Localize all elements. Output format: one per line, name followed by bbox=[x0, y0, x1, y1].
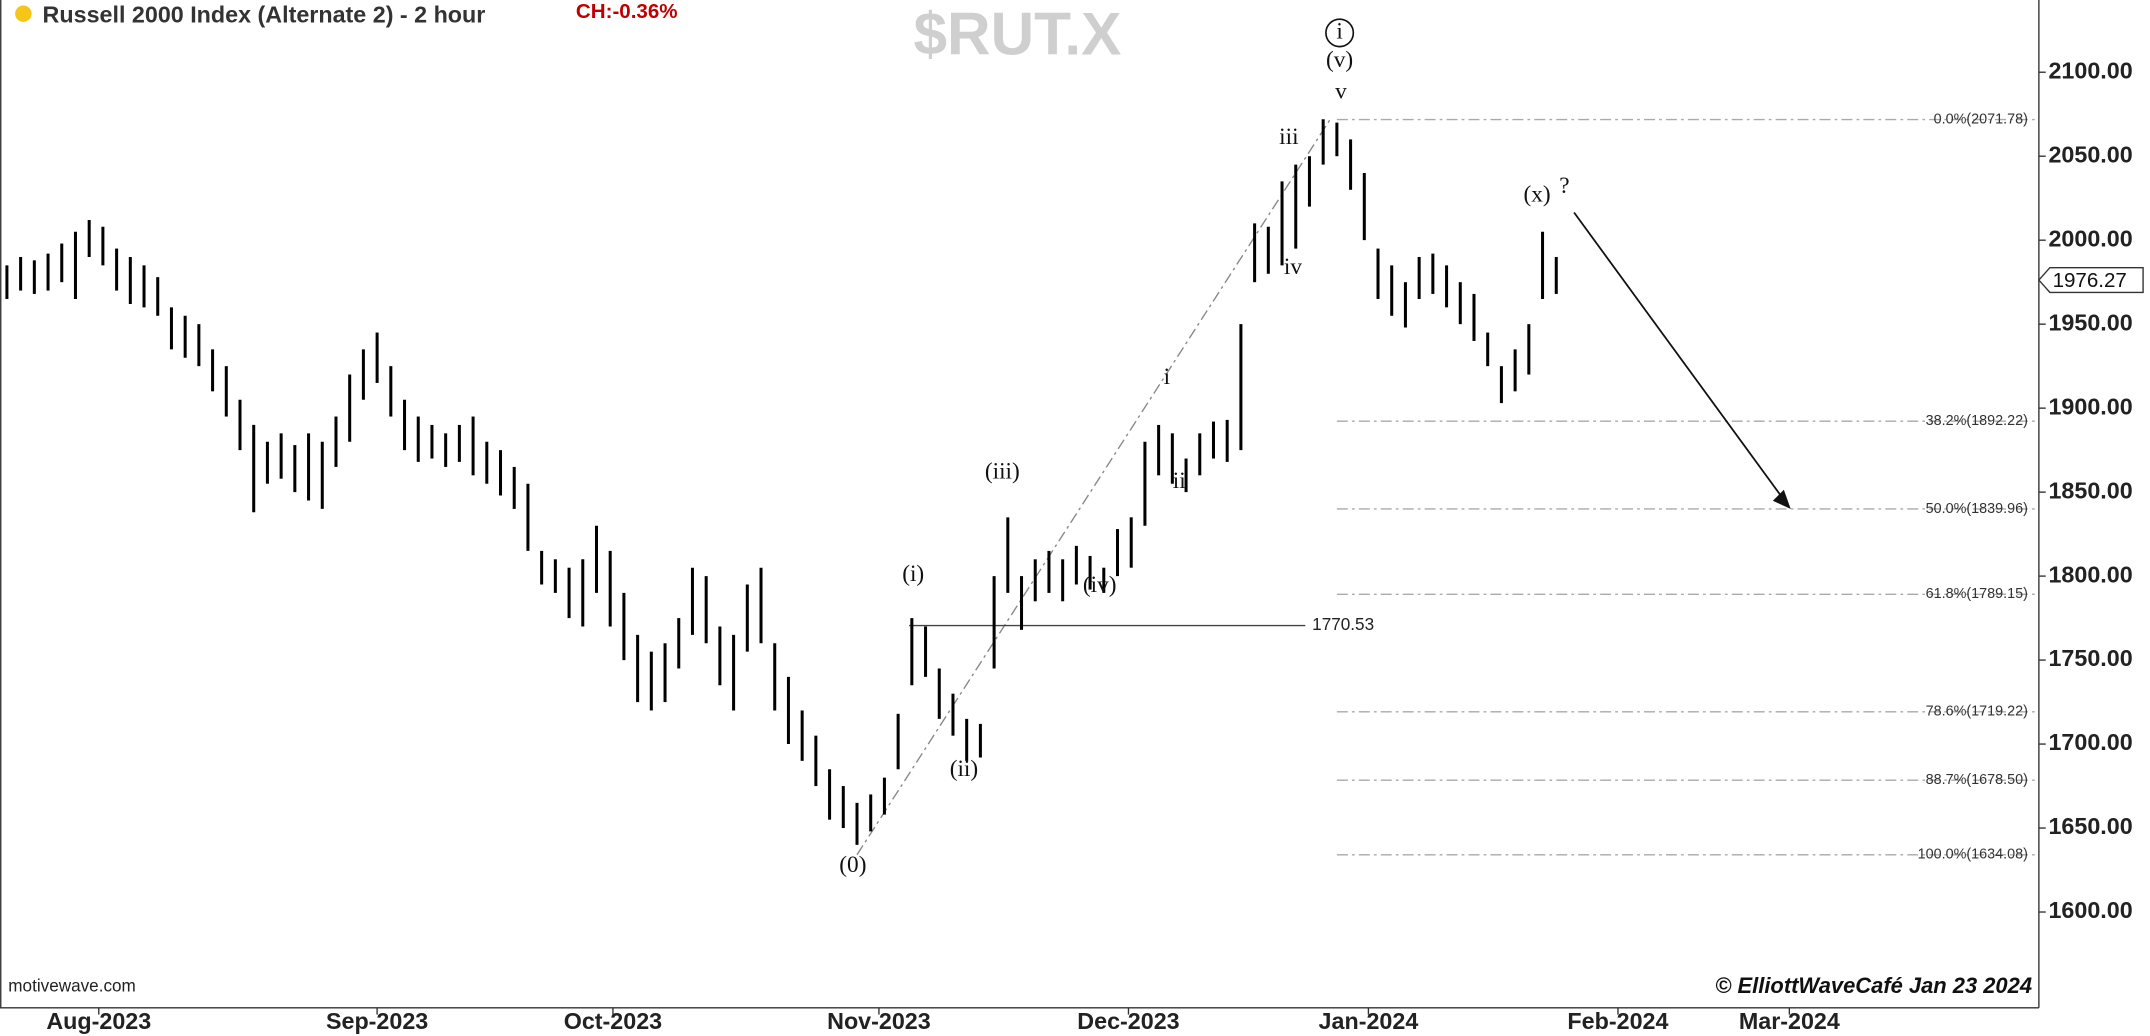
projection-arrow bbox=[1573, 211, 1788, 505]
x-tick-label: Sep-2023 bbox=[326, 1008, 428, 1034]
y-tick-label: 1750.00 bbox=[2048, 645, 2132, 671]
fib-label: 100.0%(1634.08) bbox=[1918, 847, 2028, 863]
y-tick-label: 2000.00 bbox=[2048, 225, 2132, 251]
wave-label: (v) bbox=[1326, 47, 1353, 73]
x-tick-label: Oct-2023 bbox=[564, 1008, 662, 1034]
fib-label: 0.0%(2071.78) bbox=[1934, 111, 2028, 127]
wave-label: (ii) bbox=[950, 756, 978, 782]
reference-label: 1770.53 bbox=[1312, 614, 1374, 634]
wave-label: (x) bbox=[1523, 181, 1550, 207]
wave-label: iii bbox=[1279, 124, 1299, 150]
y-tick-label: 1650.00 bbox=[2048, 813, 2132, 839]
wave-label: ii bbox=[1173, 468, 1186, 494]
y-tick-label: 1850.00 bbox=[2048, 477, 2132, 503]
wave-label: i bbox=[1336, 18, 1343, 44]
wave-label: iv bbox=[1284, 254, 1302, 280]
watermark: $RUT.X bbox=[914, 0, 1122, 67]
x-tick-label: Nov-2023 bbox=[827, 1008, 931, 1034]
x-tick-label: Aug-2023 bbox=[46, 1008, 151, 1034]
y-tick-label: 2100.00 bbox=[2048, 57, 2132, 83]
y-tick-label: 1600.00 bbox=[2048, 897, 2132, 923]
y-tick-label: 1700.00 bbox=[2048, 729, 2132, 755]
source: motivewave.com bbox=[8, 976, 136, 996]
status-dot bbox=[15, 5, 32, 22]
wave-label: i bbox=[1164, 364, 1171, 390]
wave-label: (iii) bbox=[985, 458, 1020, 484]
fib-label: 61.8%(1789.15) bbox=[1926, 586, 2028, 602]
x-tick-label: Mar-2024 bbox=[1739, 1008, 1840, 1034]
y-tick-label: 2050.00 bbox=[2048, 141, 2132, 167]
y-tick-label: 1800.00 bbox=[2048, 561, 2132, 587]
copyright: © ElliottWaveCafé Jan 23 2024 bbox=[1715, 973, 2032, 998]
wave-label: ? bbox=[1559, 173, 1569, 199]
wave-label: (0) bbox=[839, 852, 866, 878]
wave-label: (i) bbox=[902, 561, 924, 587]
x-tick-label: Dec-2023 bbox=[1077, 1008, 1179, 1034]
y-tick-label: 1900.00 bbox=[2048, 393, 2132, 419]
wave-label: (iv) bbox=[1083, 572, 1117, 598]
y-tick-label: 1950.00 bbox=[2048, 309, 2132, 335]
fib-label: 88.7%(1678.50) bbox=[1926, 772, 2028, 788]
fib-label: 50.0%(1839.96) bbox=[1926, 501, 2028, 517]
wave-label: v bbox=[1335, 79, 1347, 105]
x-tick-label: Jan-2024 bbox=[1319, 1008, 1419, 1034]
arrow-head bbox=[1772, 489, 1791, 509]
fib-label: 78.6%(1719.22) bbox=[1926, 704, 2028, 720]
trend-line bbox=[856, 119, 1331, 856]
x-tick-label: Feb-2024 bbox=[1567, 1008, 1668, 1034]
change-label: CH:-0.36% bbox=[576, 0, 678, 23]
fib-label: 38.2%(1892.22) bbox=[1926, 413, 2028, 429]
last-price-box bbox=[2037, 267, 2144, 294]
wave-circle bbox=[1325, 18, 1355, 48]
last-price-label: 1976.27 bbox=[2053, 269, 2127, 292]
chart-title: Russell 2000 Index (Alternate 2) - 2 hou… bbox=[43, 2, 486, 28]
